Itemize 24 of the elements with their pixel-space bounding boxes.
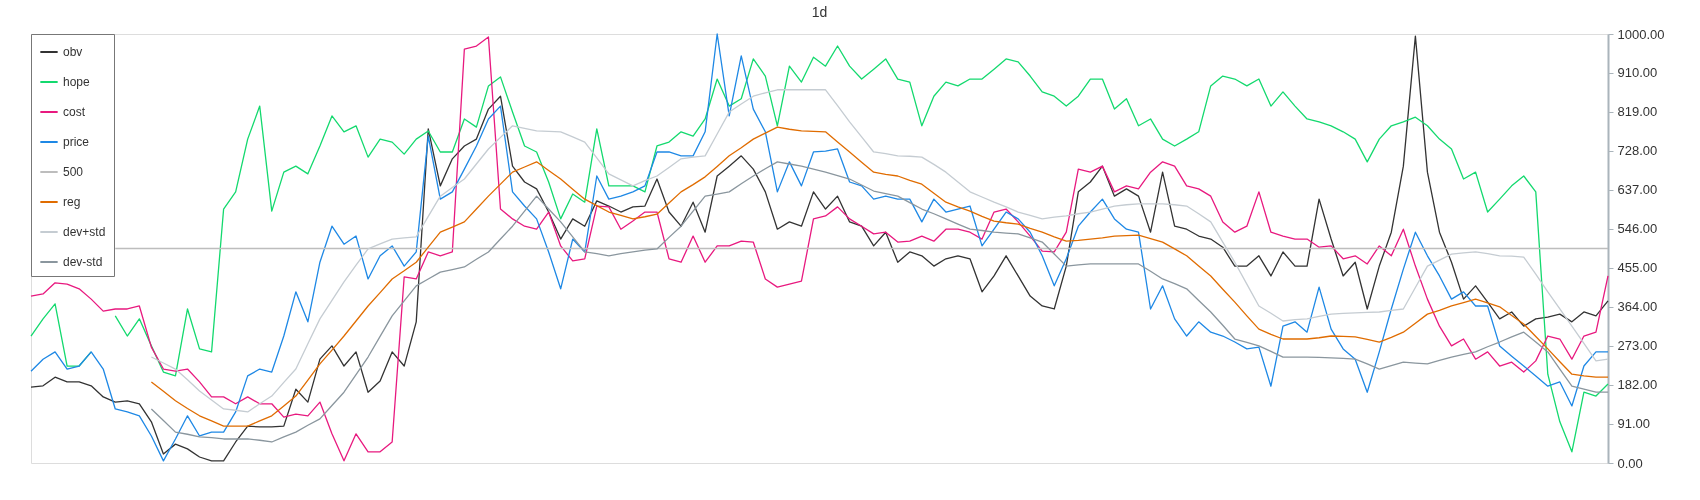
y-tick-label: 364.00 (1617, 299, 1658, 315)
y-tick-label: 182.00 (1617, 377, 1658, 393)
y-tick-label: 546.00 (1617, 221, 1658, 237)
y-tick-label: 637.00 (1617, 182, 1658, 198)
y-tick-label: 819.00 (1617, 104, 1658, 120)
y-tick-label: 728.00 (1617, 143, 1658, 159)
y-tick-label: 455.00 (1617, 260, 1658, 276)
legend-label: dev-std (63, 255, 103, 269)
legend-label: cost (63, 105, 86, 119)
y-tick-label: 910.00 (1617, 65, 1658, 81)
legend-label: obv (63, 45, 83, 59)
line-series (150, 161, 1609, 443)
legend-label: 500 (63, 165, 84, 179)
legend-label: reg (63, 195, 81, 209)
y-tick-label: 273.00 (1617, 338, 1658, 354)
y-tick-label: 1000.00 (1617, 26, 1665, 42)
y-tick-label: 91.00 (1617, 416, 1651, 432)
legend-label: price (63, 135, 90, 149)
legend-label: hope (63, 75, 91, 89)
line-series (150, 126, 1609, 427)
y-tick-label: 0.00 (1617, 455, 1643, 471)
chart-title: 1d (811, 4, 828, 20)
legend-label: dev+std (63, 225, 106, 239)
line-series (150, 89, 1609, 413)
